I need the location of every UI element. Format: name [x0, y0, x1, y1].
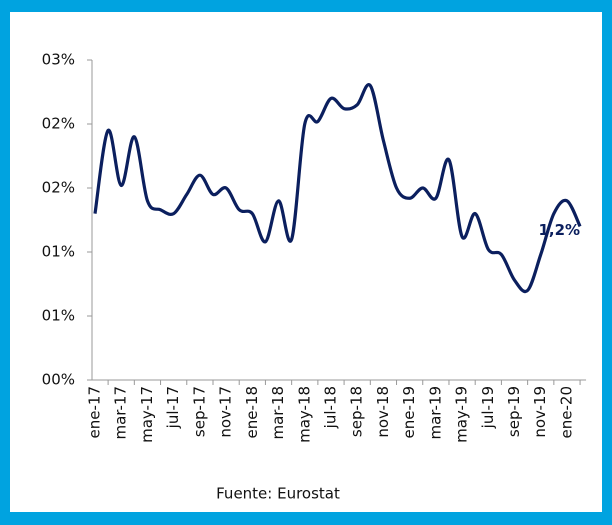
- x-tick-label: may-19: [453, 386, 471, 443]
- source: Fuente: Eurostat: [216, 485, 340, 503]
- x-tick-label: mar-17: [112, 386, 130, 440]
- x-tick-label: ene-20: [557, 386, 575, 438]
- line: [93, 82, 582, 294]
- x-tick-label: ene-19: [400, 386, 418, 438]
- chart: Fuente: Eurostat 00% 01% 01% 02% 02% 03% ene-1…: [10, 12, 602, 512]
- x-tick-label: ene-17: [86, 386, 104, 438]
- y-tick-label: 00%: [42, 371, 75, 389]
- y-tick-label: 03%: [42, 51, 75, 69]
- x-tick-label: jul-17: [164, 386, 182, 429]
- x-tick-label: jul-18: [321, 386, 339, 429]
- x-tick-label: sep-19: [505, 386, 523, 437]
- x-tick-label: ene-18: [243, 386, 261, 438]
- x-tick-label: may-18: [295, 386, 313, 443]
- y-tick-label: 02%: [42, 115, 75, 133]
- y-tick-label: 01%: [42, 307, 75, 325]
- data-label: 1,2%: [538, 221, 580, 239]
- x-tick-label: jul-19: [479, 386, 497, 429]
- x-tick-label: sep-17: [190, 386, 208, 437]
- x-tick-label: sep-18: [348, 386, 366, 437]
- x-tick-label: nov-19: [531, 386, 549, 438]
- y-tick-label: 02%: [42, 179, 75, 197]
- x-tick-label: may-17: [138, 386, 156, 443]
- x-tick-label: mar-18: [269, 386, 287, 440]
- x-tick-label: nov-17: [217, 386, 235, 438]
- x-tick-label: nov-18: [374, 386, 392, 438]
- y-tick-label: 01%: [42, 243, 75, 261]
- x-tick-label: mar-19: [426, 386, 444, 440]
